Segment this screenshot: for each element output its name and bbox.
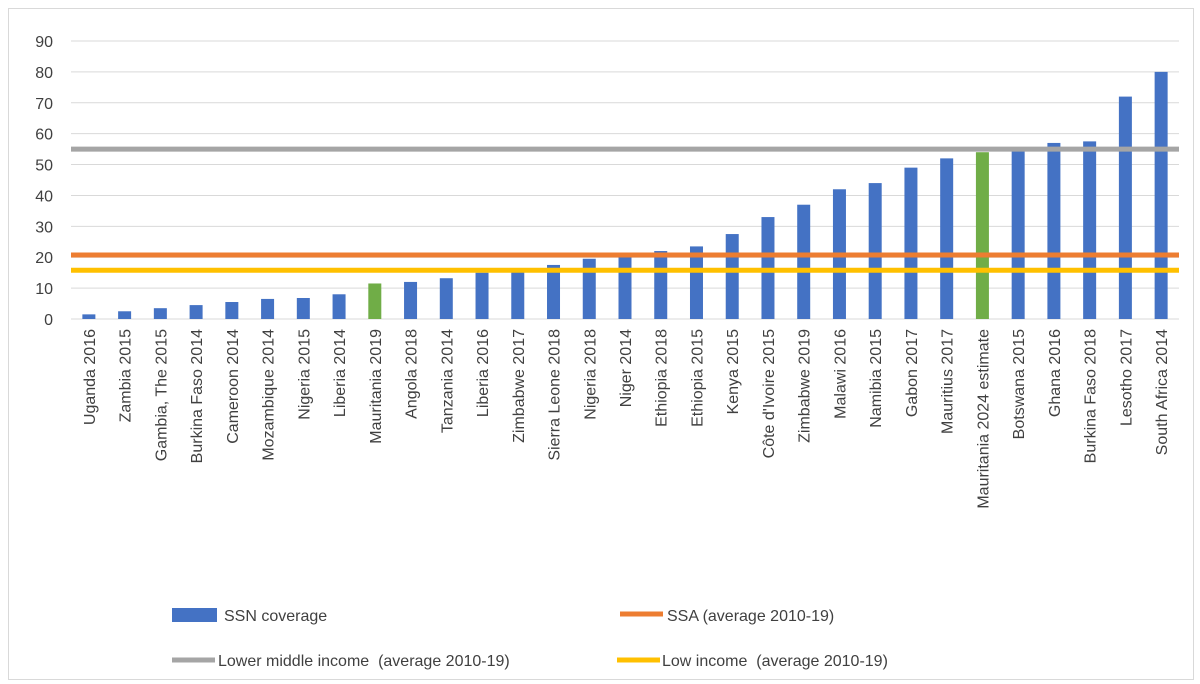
y-tick-label: 30 [35, 219, 53, 236]
bar [1154, 71, 1168, 319]
bar [368, 283, 382, 319]
bar [904, 167, 918, 319]
x-tick-label: Ethiopia 2018 [654, 329, 671, 427]
legend-swatch-ssn-coverage [172, 608, 217, 622]
x-tick-label: Tanzania 2014 [439, 329, 456, 433]
y-axis: 0 10 20 30 40 50 60 70 80 90 [35, 34, 53, 329]
x-axis: Uganda 2016 Zambia 2015 Gambia, The 2015 Bu… [82, 329, 1171, 509]
bar [153, 308, 167, 319]
y-tick-label: 50 [35, 158, 53, 175]
x-tick-label: Burkina Faso 2018 [1083, 329, 1100, 463]
x-tick-label: Burkina Faso 2014 [189, 329, 206, 463]
bar [511, 270, 525, 319]
reference-lines [71, 146, 1179, 273]
bar [582, 258, 596, 319]
y-tick-label: 70 [35, 96, 53, 113]
x-tick-label: Gambia, The 2015 [153, 329, 170, 461]
x-tick-label: Kenya 2015 [725, 329, 742, 415]
bar [689, 246, 703, 319]
bar [547, 264, 561, 319]
x-tick-label: Niger 2014 [618, 329, 635, 407]
bar [261, 298, 275, 319]
x-tick-label: Ethiopia 2015 [689, 329, 706, 427]
legend-label-low-income: Low income (average 2010-19) [662, 653, 888, 670]
x-tick-label: Zimbabwe 2017 [511, 329, 528, 443]
bar [332, 294, 346, 319]
bar [975, 152, 989, 319]
x-tick-label: Zambia 2015 [118, 329, 135, 422]
bar [940, 158, 954, 319]
x-tick-label: Cameroon 2014 [225, 329, 242, 444]
legend-label-lower-middle-income: Lower middle income (average 2010-19) [218, 653, 510, 670]
x-tick-label: Botswana 2015 [1011, 329, 1028, 439]
x-tick-label: Mauritania 2019 [368, 329, 385, 444]
bar [725, 234, 739, 319]
bar [618, 257, 632, 319]
x-tick-label: Lesotho 2017 [1118, 329, 1135, 426]
x-tick-label: Mauritius 2017 [940, 329, 957, 434]
x-tick-label: Liberia 2016 [475, 329, 492, 417]
ssn-coverage-chart: 0 10 20 30 40 50 60 70 80 90 Uganda 2016 Zambia 20… [35, 34, 1179, 670]
bar [654, 251, 668, 319]
x-tick-label: Nigeria 2015 [296, 329, 313, 420]
x-tick-label: Mauritania 2024 estimate [975, 329, 992, 509]
x-tick-label: Uganda 2016 [82, 329, 99, 425]
bar [1118, 96, 1132, 319]
legend-label-ssa: SSA (average 2010-19) [667, 608, 834, 625]
x-tick-label: Zimbabwe 2019 [797, 329, 814, 443]
bar [225, 302, 239, 319]
x-tick-label: Malawi 2016 [832, 329, 849, 419]
bar [1011, 149, 1025, 319]
x-tick-label: Ghana 2016 [1047, 329, 1064, 417]
x-tick-label: Namibia 2015 [868, 329, 885, 428]
legend: SSN coverage SSA (average 2010-19) Lower… [172, 608, 888, 670]
bar [1083, 141, 1097, 319]
y-tick-label: 90 [35, 34, 53, 51]
y-tick-label: 80 [35, 65, 53, 82]
bar [118, 311, 132, 319]
x-tick-label: Mozambique 2014 [261, 329, 278, 461]
y-tick-label: 0 [44, 312, 53, 329]
y-tick-label: 10 [35, 281, 53, 298]
y-tick-label: 20 [35, 250, 53, 267]
bar [404, 281, 418, 319]
x-tick-label: Côte d'Ivoire 2015 [761, 329, 778, 458]
bar [296, 297, 310, 319]
bar [189, 305, 203, 319]
x-tick-label: Nigeria 2018 [582, 329, 599, 420]
y-tick-label: 60 [35, 127, 53, 144]
bar [797, 204, 811, 319]
x-tick-label: Gabon 2017 [904, 329, 921, 417]
y-tick-label: 40 [35, 188, 53, 205]
x-tick-label: Sierra Leone 2018 [547, 329, 564, 461]
x-tick-label: Angola 2018 [404, 329, 421, 419]
chart-frame: 0 10 20 30 40 50 60 70 80 90 Uganda 2016 Zambia 20… [8, 8, 1194, 680]
legend-label-ssn-coverage: SSN coverage [224, 608, 327, 625]
bar [475, 272, 489, 319]
bar [868, 183, 882, 319]
bar [1047, 142, 1061, 319]
x-tick-label: South Africa 2014 [1154, 329, 1171, 455]
bar [439, 278, 453, 319]
bar [82, 314, 96, 319]
x-tick-label: Liberia 2014 [332, 329, 349, 417]
